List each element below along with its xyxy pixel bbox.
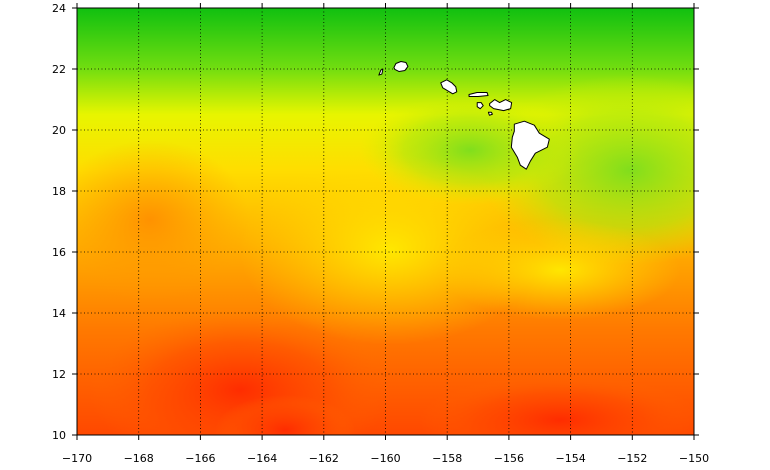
warm-patch-southwest (90, 310, 390, 435)
y-axis-labels: 10 12 14 16 18 20 22 24 (52, 2, 66, 442)
x-tick-label: −160 (370, 452, 400, 465)
x-tick-label: −158 (432, 452, 462, 465)
mid-water-tongue-2 (440, 220, 680, 320)
maui-island (489, 99, 513, 112)
lanai-island (476, 102, 484, 110)
x-tick-label: −150 (679, 452, 709, 465)
x-tick-label: −168 (124, 452, 154, 465)
y-tick-label: 12 (52, 368, 66, 381)
x-tick-label: −166 (185, 452, 215, 465)
y-tick-label: 10 (52, 429, 66, 442)
hawaii-island (510, 120, 550, 170)
warm-patch-west (77, 140, 250, 300)
y-tick-label: 24 (52, 2, 66, 15)
x-tick-label: −164 (247, 452, 277, 465)
y-tick-label: 20 (52, 124, 66, 137)
hawaiian-islands (378, 60, 550, 170)
x-tick-label: −152 (617, 452, 647, 465)
y-tick-label: 22 (52, 63, 66, 76)
x-tick-label: −156 (494, 452, 524, 465)
plot-area (77, 8, 694, 435)
x-axis-labels: −170 −168 −166 −164 −162 −160 −158 −156 −154 −152… (62, 452, 709, 465)
kahoolawe-island (487, 111, 493, 116)
y-tick-label: 18 (52, 185, 66, 198)
axis-ticks (72, 3, 699, 440)
oahu-island (440, 79, 458, 95)
kauai-island (393, 60, 409, 72)
molokai-island (468, 92, 489, 98)
niihau-island (378, 68, 384, 76)
x-tick-label: −162 (309, 452, 339, 465)
y-tick-label: 14 (52, 307, 66, 320)
x-tick-label: −170 (62, 452, 92, 465)
warm-patch-south (420, 375, 694, 435)
y-tick-label: 16 (52, 246, 66, 259)
x-tick-label: −154 (555, 452, 585, 465)
hot-spot (215, 395, 355, 435)
grid-lines (77, 8, 694, 435)
